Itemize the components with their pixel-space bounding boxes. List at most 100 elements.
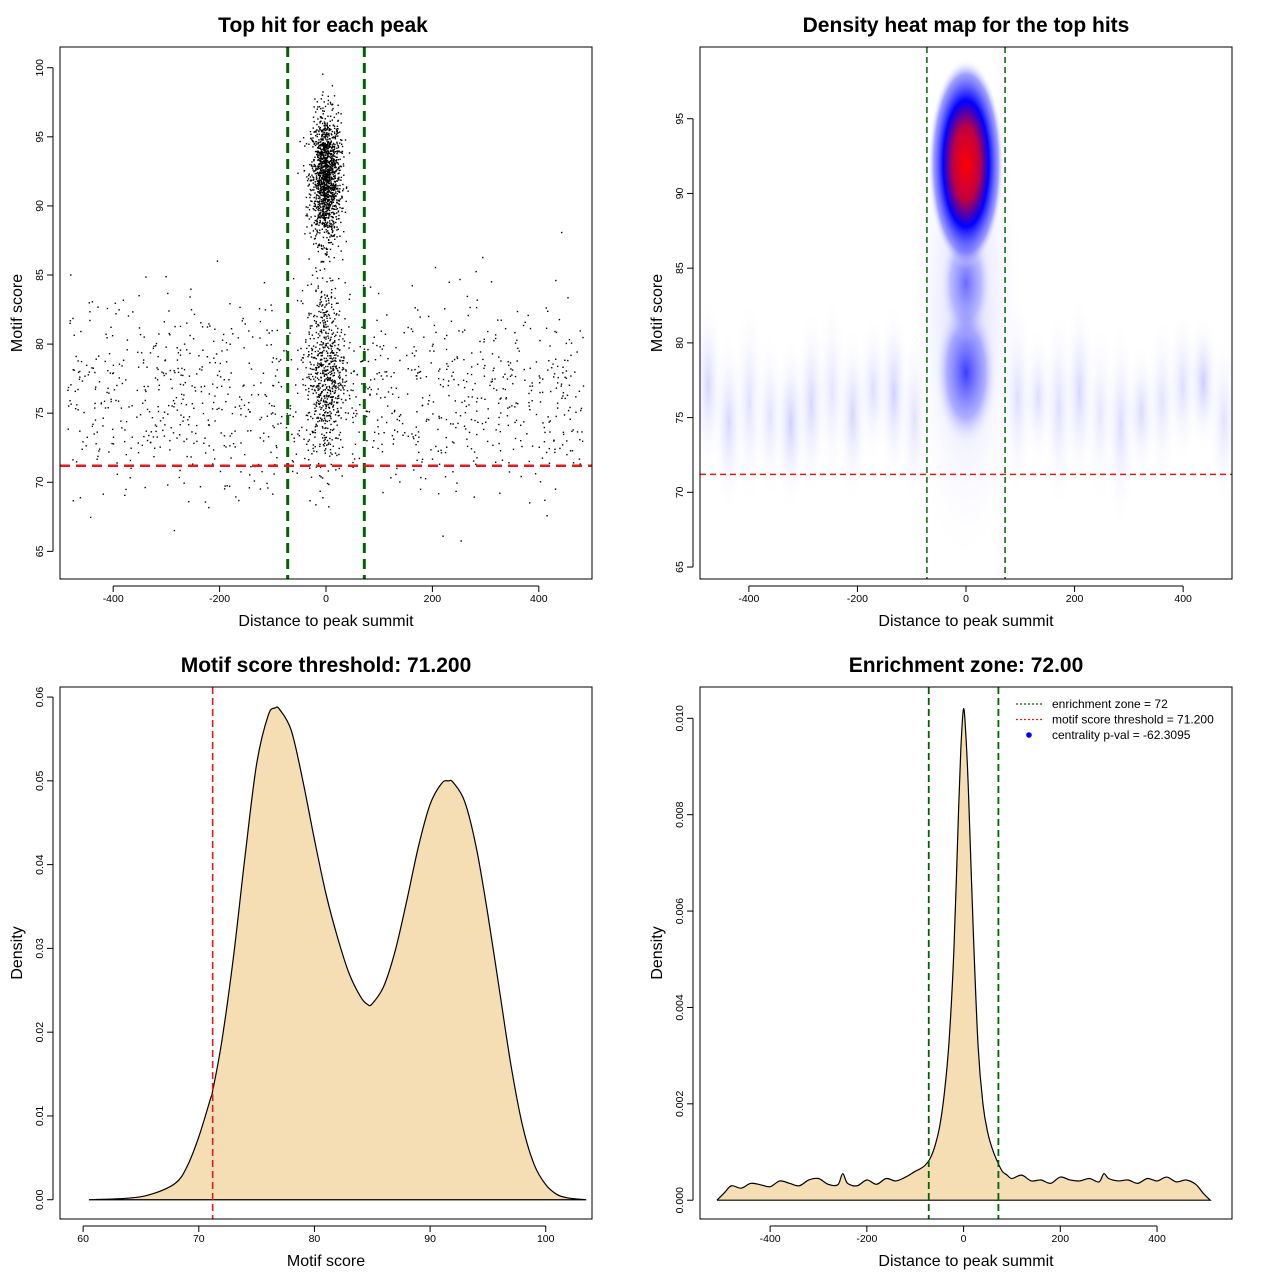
scatter-point: [317, 106, 319, 108]
scatter-point: [329, 220, 331, 222]
scatter-point: [325, 162, 327, 164]
scatter-point: [330, 292, 333, 294]
scatter-point: [220, 432, 222, 434]
scatter-point: [317, 195, 320, 197]
scatter-point: [326, 230, 329, 232]
scatter-point: [340, 417, 342, 419]
scatter-point: [321, 129, 323, 132]
scatter-point: [319, 198, 321, 200]
scatter-point: [331, 381, 334, 383]
scatter-point: [328, 442, 330, 444]
scatter-point: [330, 403, 332, 406]
scatter-point: [331, 400, 333, 402]
scatter-point: [331, 396, 334, 399]
scatter-point: [322, 133, 324, 135]
scatter-point: [321, 354, 323, 357]
scatter-point: [475, 401, 478, 403]
scatter-point: [448, 394, 450, 397]
scatter-point: [493, 387, 495, 390]
scatter-point: [340, 176, 343, 179]
scatter-point: [328, 414, 331, 417]
scatter-point: [336, 193, 338, 195]
scatter-point: [330, 181, 332, 183]
scatter-point: [230, 372, 232, 374]
scatter-point: [551, 366, 553, 369]
scatter-point: [463, 386, 466, 389]
scatter-point: [274, 413, 276, 415]
scatter-point: [333, 146, 336, 148]
scatter-point: [79, 370, 81, 373]
scatter-point: [354, 443, 357, 445]
scatter-point: [325, 207, 328, 209]
scatter-point: [318, 394, 321, 397]
scatter-point: [324, 163, 327, 165]
scatter-point: [75, 461, 78, 463]
scatter-point: [333, 198, 335, 201]
scatter-point: [321, 320, 324, 322]
scatter-point: [322, 343, 325, 345]
scatter-point: [323, 161, 325, 164]
scatter-point: [323, 219, 326, 221]
scatter-point: [223, 379, 225, 381]
scatter-point: [309, 188, 312, 191]
scatter-point: [381, 443, 383, 446]
scatter-point: [499, 492, 501, 494]
scatter-point: [508, 471, 511, 473]
scatter-point: [453, 442, 455, 444]
scatter-point: [212, 340, 215, 343]
scatter-point: [324, 219, 327, 222]
scatter-point: [238, 396, 241, 398]
scatter-point: [327, 180, 329, 182]
scatter-point: [311, 375, 314, 378]
scatter-point: [69, 400, 71, 402]
scatter-point: [317, 147, 319, 149]
scatter-point: [310, 216, 312, 218]
scatter-point: [316, 150, 318, 153]
scatter-point: [329, 125, 331, 127]
scatter-point: [311, 167, 314, 169]
scatter-point: [317, 155, 319, 157]
scatter-point: [325, 196, 327, 198]
scatter-point: [507, 424, 509, 427]
scatter-point: [338, 150, 340, 152]
scatter-point: [319, 443, 321, 446]
scatter-point: [253, 384, 255, 387]
scatter-point: [329, 366, 332, 368]
scatter-point: [366, 439, 368, 442]
scatter-point: [333, 95, 336, 97]
scatter-point: [130, 447, 132, 449]
scatter-point: [323, 224, 325, 227]
scatter-point: [378, 371, 380, 374]
scatter-point: [169, 369, 171, 372]
scatter-point: [316, 194, 318, 196]
scatter-point: [327, 95, 329, 98]
scatter-point: [320, 98, 322, 100]
scatter-point: [321, 172, 323, 174]
scatter-point: [581, 440, 584, 443]
scatter-point: [486, 440, 489, 443]
scatter-point: [305, 429, 308, 431]
scatter-point: [183, 482, 185, 484]
scatter-point: [331, 226, 333, 228]
scatter-point: [387, 405, 389, 407]
scatter-point: [516, 339, 518, 342]
scatter-point: [527, 314, 529, 317]
scatter-point: [173, 529, 176, 532]
scatter-point: [374, 359, 377, 361]
scatter-point: [482, 428, 485, 431]
heatmap-density: [700, 47, 1232, 579]
scatter-point: [329, 352, 332, 354]
legend-entry-label: enrichment zone = 72: [1052, 697, 1168, 711]
scatter-point: [322, 312, 324, 314]
scatter-point: [305, 196, 308, 199]
scatter-point: [307, 351, 310, 353]
scatter-point: [407, 435, 409, 437]
scatter-point: [338, 349, 341, 352]
scatter-point: [329, 437, 331, 440]
scatter-point: [322, 372, 324, 375]
scatter-point: [363, 348, 366, 350]
scatter-point: [323, 149, 326, 151]
scatter-point: [116, 384, 118, 387]
scatter-point: [507, 407, 509, 409]
scatter-point: [314, 164, 316, 167]
